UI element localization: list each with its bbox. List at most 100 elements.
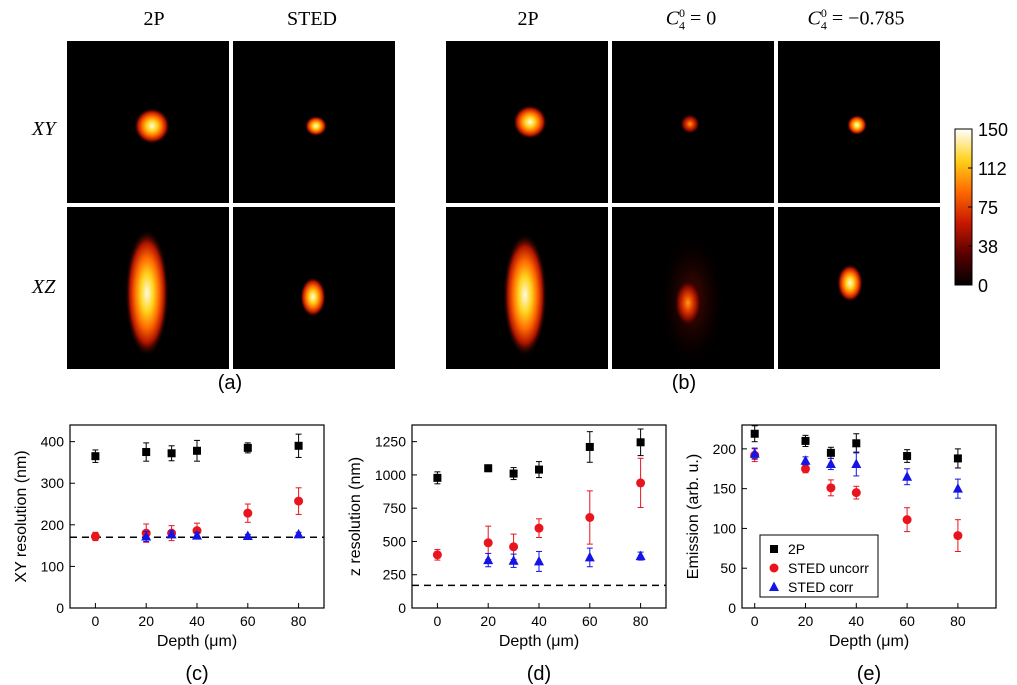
x-tick-label: 80: [291, 613, 307, 629]
series-triangle: [141, 528, 304, 542]
chart-caption: (c): [185, 663, 208, 685]
data-point-triangle: [534, 555, 544, 566]
data-point-circle: [636, 478, 646, 488]
y-tick-label: 100: [41, 558, 65, 574]
legend: 2P STED uncorr STED corr: [759, 534, 879, 598]
chart-e: 0 20 40 60 80 0 50 100 150 200 Depth (μm) Emission …: [685, 424, 997, 685]
x-axis-label: Depth (μm): [829, 633, 909, 650]
x-tick-label: 20: [798, 613, 814, 629]
data-point-square: [167, 449, 176, 458]
legend-label: 2P: [788, 541, 805, 557]
y-axis-label: z resolution (nm): [347, 457, 364, 576]
data-point-circle: [90, 531, 100, 541]
x-tick-label: 60: [240, 613, 256, 629]
x-axis-label: Depth (μm): [157, 633, 237, 650]
data-point-circle: [294, 496, 304, 506]
data-point-circle: [534, 523, 544, 533]
data-point-square: [826, 448, 835, 457]
x-tick-label: 80: [950, 613, 966, 629]
data-point-triangle: [293, 528, 304, 539]
data-point-square: [142, 448, 151, 457]
row-label-xz: XZ: [32, 276, 56, 298]
x-axis-label: Depth (μm): [499, 633, 579, 650]
x-tick-label: 60: [582, 613, 598, 629]
data-point-square: [903, 452, 912, 461]
x-tick-label: 20: [480, 613, 496, 629]
y-tick-label: 750: [383, 500, 407, 516]
data-point-square: [801, 436, 810, 445]
y-tick-label: 500: [383, 533, 407, 549]
y-tick-label: 100: [713, 520, 737, 536]
data-point-triangle: [902, 471, 913, 481]
chart-caption: (d): [527, 663, 551, 685]
plot-frame: [411, 424, 667, 609]
data-point-square: [636, 438, 645, 447]
chart-c: 0 20 40 60 80 0 100 200 300 400 Depth (μm) XY resol…: [13, 424, 325, 685]
header-b-c40-zero: C40 = 0: [665, 6, 717, 33]
data-point-square: [770, 545, 778, 553]
data-point-triangle: [825, 458, 836, 468]
x-tick-label: 80: [633, 613, 649, 629]
data-point-square: [433, 473, 442, 482]
legend-label: STED uncorr: [788, 560, 869, 576]
series-triangle: [749, 447, 963, 499]
header-b-c40-corr: C40 = −0.785: [807, 6, 905, 33]
data-point-circle: [826, 483, 836, 493]
data-point-circle: [483, 538, 493, 548]
y-tick-label: 0: [398, 600, 406, 616]
y-axis-label: Emission (arb. u.): [685, 454, 702, 579]
x-tick-label: 60: [899, 613, 915, 629]
colorbar-tick-label: 150: [978, 120, 1008, 140]
data-point-circle: [243, 508, 253, 518]
data-point-square: [243, 443, 252, 452]
data-point-triangle: [192, 530, 202, 540]
x-tick-label: 40: [531, 613, 547, 629]
data-point-square: [852, 439, 861, 448]
series-square: [91, 433, 303, 463]
data-point-triangle: [508, 555, 519, 565]
data-point-square: [535, 465, 543, 474]
data-point-triangle: [483, 554, 494, 565]
x-tick-label: 0: [434, 613, 442, 629]
data-point-circle: [801, 464, 810, 474]
data-point-triangle: [166, 528, 177, 539]
data-point-square: [585, 442, 594, 451]
data-point-square: [750, 429, 759, 438]
caption-a: (a): [217, 372, 243, 394]
data-point-triangle: [769, 581, 779, 591]
legend-box: [759, 534, 879, 598]
colorbar-tick-label: 112: [978, 159, 1007, 179]
data-point-square: [91, 452, 100, 461]
row-label-xy: XY: [32, 118, 56, 140]
colorbar-ticks: 150 112 75 38 0: [968, 120, 1008, 296]
x-tick-label: 0: [92, 613, 100, 629]
header-b-2p: 2P: [517, 8, 539, 30]
x-tick-label: 0: [751, 613, 759, 629]
data-point-triangle: [635, 550, 646, 561]
data-point-circle: [902, 515, 912, 525]
header-a-sted: STED: [287, 8, 337, 30]
data-point-circle: [953, 531, 963, 541]
y-tick-label: 150: [713, 481, 737, 497]
data-point-circle: [432, 550, 442, 560]
y-tick-label: 300: [41, 475, 65, 491]
legend-label: STED corr: [788, 579, 854, 595]
colorbar-tick-label: 38: [978, 237, 998, 257]
data-point-triangle: [851, 458, 862, 468]
data-point-circle: [509, 542, 519, 552]
y-axis-label: XY resolution (nm): [13, 450, 30, 582]
data-point-triangle: [749, 448, 760, 458]
y-tick-label: 50: [720, 560, 736, 576]
y-tick-label: 250: [383, 567, 407, 583]
plot-frame: [741, 424, 997, 609]
series-triangle: [483, 547, 646, 572]
data-point-square: [294, 441, 303, 450]
caption-b: (b): [671, 372, 697, 394]
x-tick-label: 20: [138, 613, 154, 629]
y-tick-label: 200: [713, 441, 737, 457]
data-point-square: [484, 464, 493, 473]
data-point-circle: [585, 512, 595, 522]
data-point-circle: [851, 488, 861, 498]
data-point-square: [953, 454, 962, 463]
